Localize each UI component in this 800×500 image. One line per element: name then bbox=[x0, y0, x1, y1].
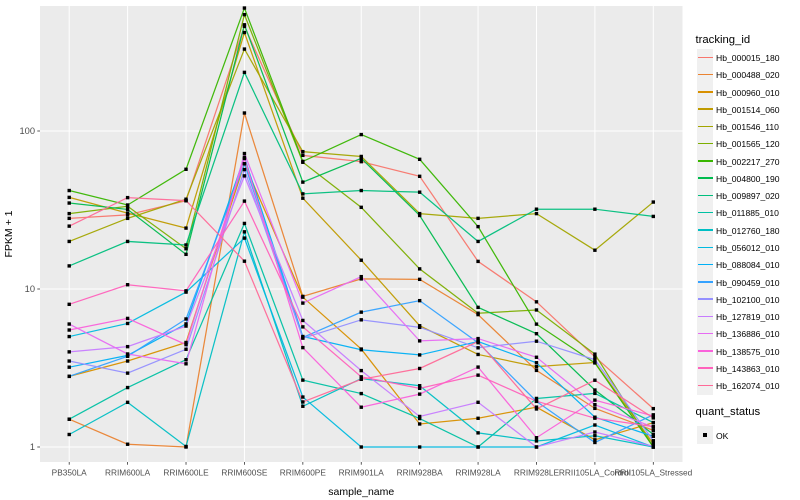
svg-text:RRIM928BA: RRIM928BA bbox=[397, 468, 444, 478]
svg-text:1: 1 bbox=[30, 442, 35, 452]
svg-text:FPKM + 1: FPKM + 1 bbox=[3, 210, 15, 257]
svg-text:RRIM600LA: RRIM600LA bbox=[105, 468, 151, 478]
svg-text:RRII105LA_Stressed: RRII105LA_Stressed bbox=[614, 468, 692, 478]
svg-text:RRIM600PE: RRIM600PE bbox=[280, 468, 327, 478]
svg-text:RRIM928LE: RRIM928LE bbox=[514, 468, 560, 478]
svg-text:100: 100 bbox=[19, 126, 35, 136]
svg-text:PB350LA: PB350LA bbox=[52, 468, 88, 478]
svg-text:RRIM600SE: RRIM600SE bbox=[221, 468, 268, 478]
svg-text:RRIM901LA: RRIM901LA bbox=[339, 468, 385, 478]
svg-text:10: 10 bbox=[25, 284, 35, 294]
svg-text:sample_name: sample_name bbox=[328, 486, 394, 498]
svg-text:RRIM928LA: RRIM928LA bbox=[455, 468, 501, 478]
svg-text:RRIM600LE: RRIM600LE bbox=[163, 468, 209, 478]
